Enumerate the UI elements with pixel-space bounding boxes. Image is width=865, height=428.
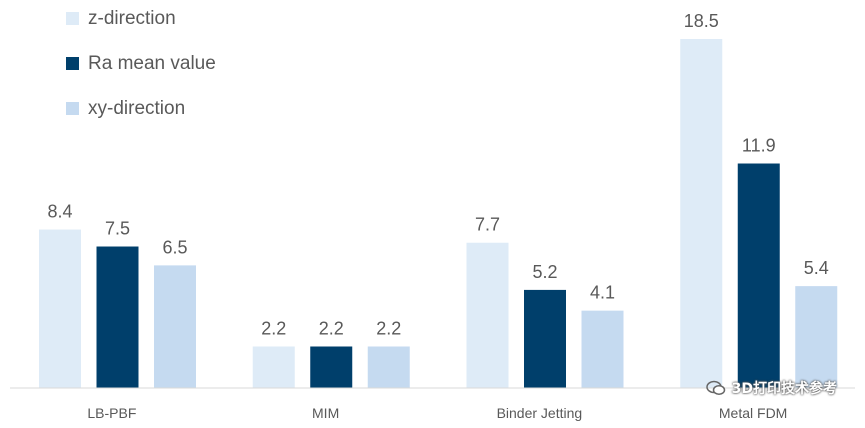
x-axis-labels: LB-PBF MIM Binder Jetting Metal FDM <box>87 405 787 421</box>
data-label: 2.2 <box>319 318 344 338</box>
data-label: 11.9 <box>742 136 776 156</box>
watermark-text: 3D打印技术参考 <box>731 381 837 397</box>
legend-label: xy-direction <box>88 98 185 119</box>
bar-mim-xy-direction <box>367 346 410 388</box>
data-label: 2.2 <box>261 318 286 338</box>
x-tick-label: LB-PBF <box>87 405 136 421</box>
legend-swatch <box>66 12 79 25</box>
legend-swatch <box>66 102 79 115</box>
x-tick-label: MIM <box>312 405 339 421</box>
bar-mim-ra-mean-value <box>310 346 353 388</box>
legend-label: Ra mean value <box>88 53 216 74</box>
data-label: 4.1 <box>590 283 615 303</box>
bar-metal-fdm-ra-mean-value <box>737 163 780 388</box>
bars-group: 8.4 7.5 6.5 2.2 2.2 2.2 7.7 5.2 4.1 18.5 11.9 5.4 <box>39 11 838 388</box>
bar-lb-pbf-z-direction <box>39 229 81 388</box>
bar-metal-fdm-z-direction <box>680 39 723 388</box>
data-label: 2.2 <box>376 318 401 338</box>
bar-binder-jetting-xy-direction <box>581 310 624 388</box>
x-tick-label: Binder Jetting <box>497 405 583 421</box>
data-label: 6.5 <box>162 237 187 257</box>
legend-label: z-direction <box>88 8 176 29</box>
watermark: 3D打印技术参考 <box>705 378 837 398</box>
data-label: 5.2 <box>532 262 557 282</box>
bar-binder-jetting-ra-mean-value <box>524 289 566 388</box>
data-label: 7.7 <box>475 215 500 235</box>
bar-lb-pbf-ra-mean-value <box>96 246 139 388</box>
legend: z-direction Ra mean value xy-direction <box>66 8 216 119</box>
bar-lb-pbf-xy-direction <box>154 265 196 388</box>
x-tick-label: Metal FDM <box>719 405 787 421</box>
data-label: 18.5 <box>684 11 719 31</box>
bar-mim-z-direction <box>252 346 295 388</box>
bar-metal-fdm-xy-direction <box>795 286 838 388</box>
legend-swatch <box>66 57 79 70</box>
data-label: 5.4 <box>804 258 829 278</box>
bar-binder-jetting-z-direction <box>466 242 509 388</box>
data-label: 8.4 <box>47 202 72 222</box>
data-label: 7.5 <box>105 219 130 239</box>
wechat-icon <box>705 380 725 395</box>
